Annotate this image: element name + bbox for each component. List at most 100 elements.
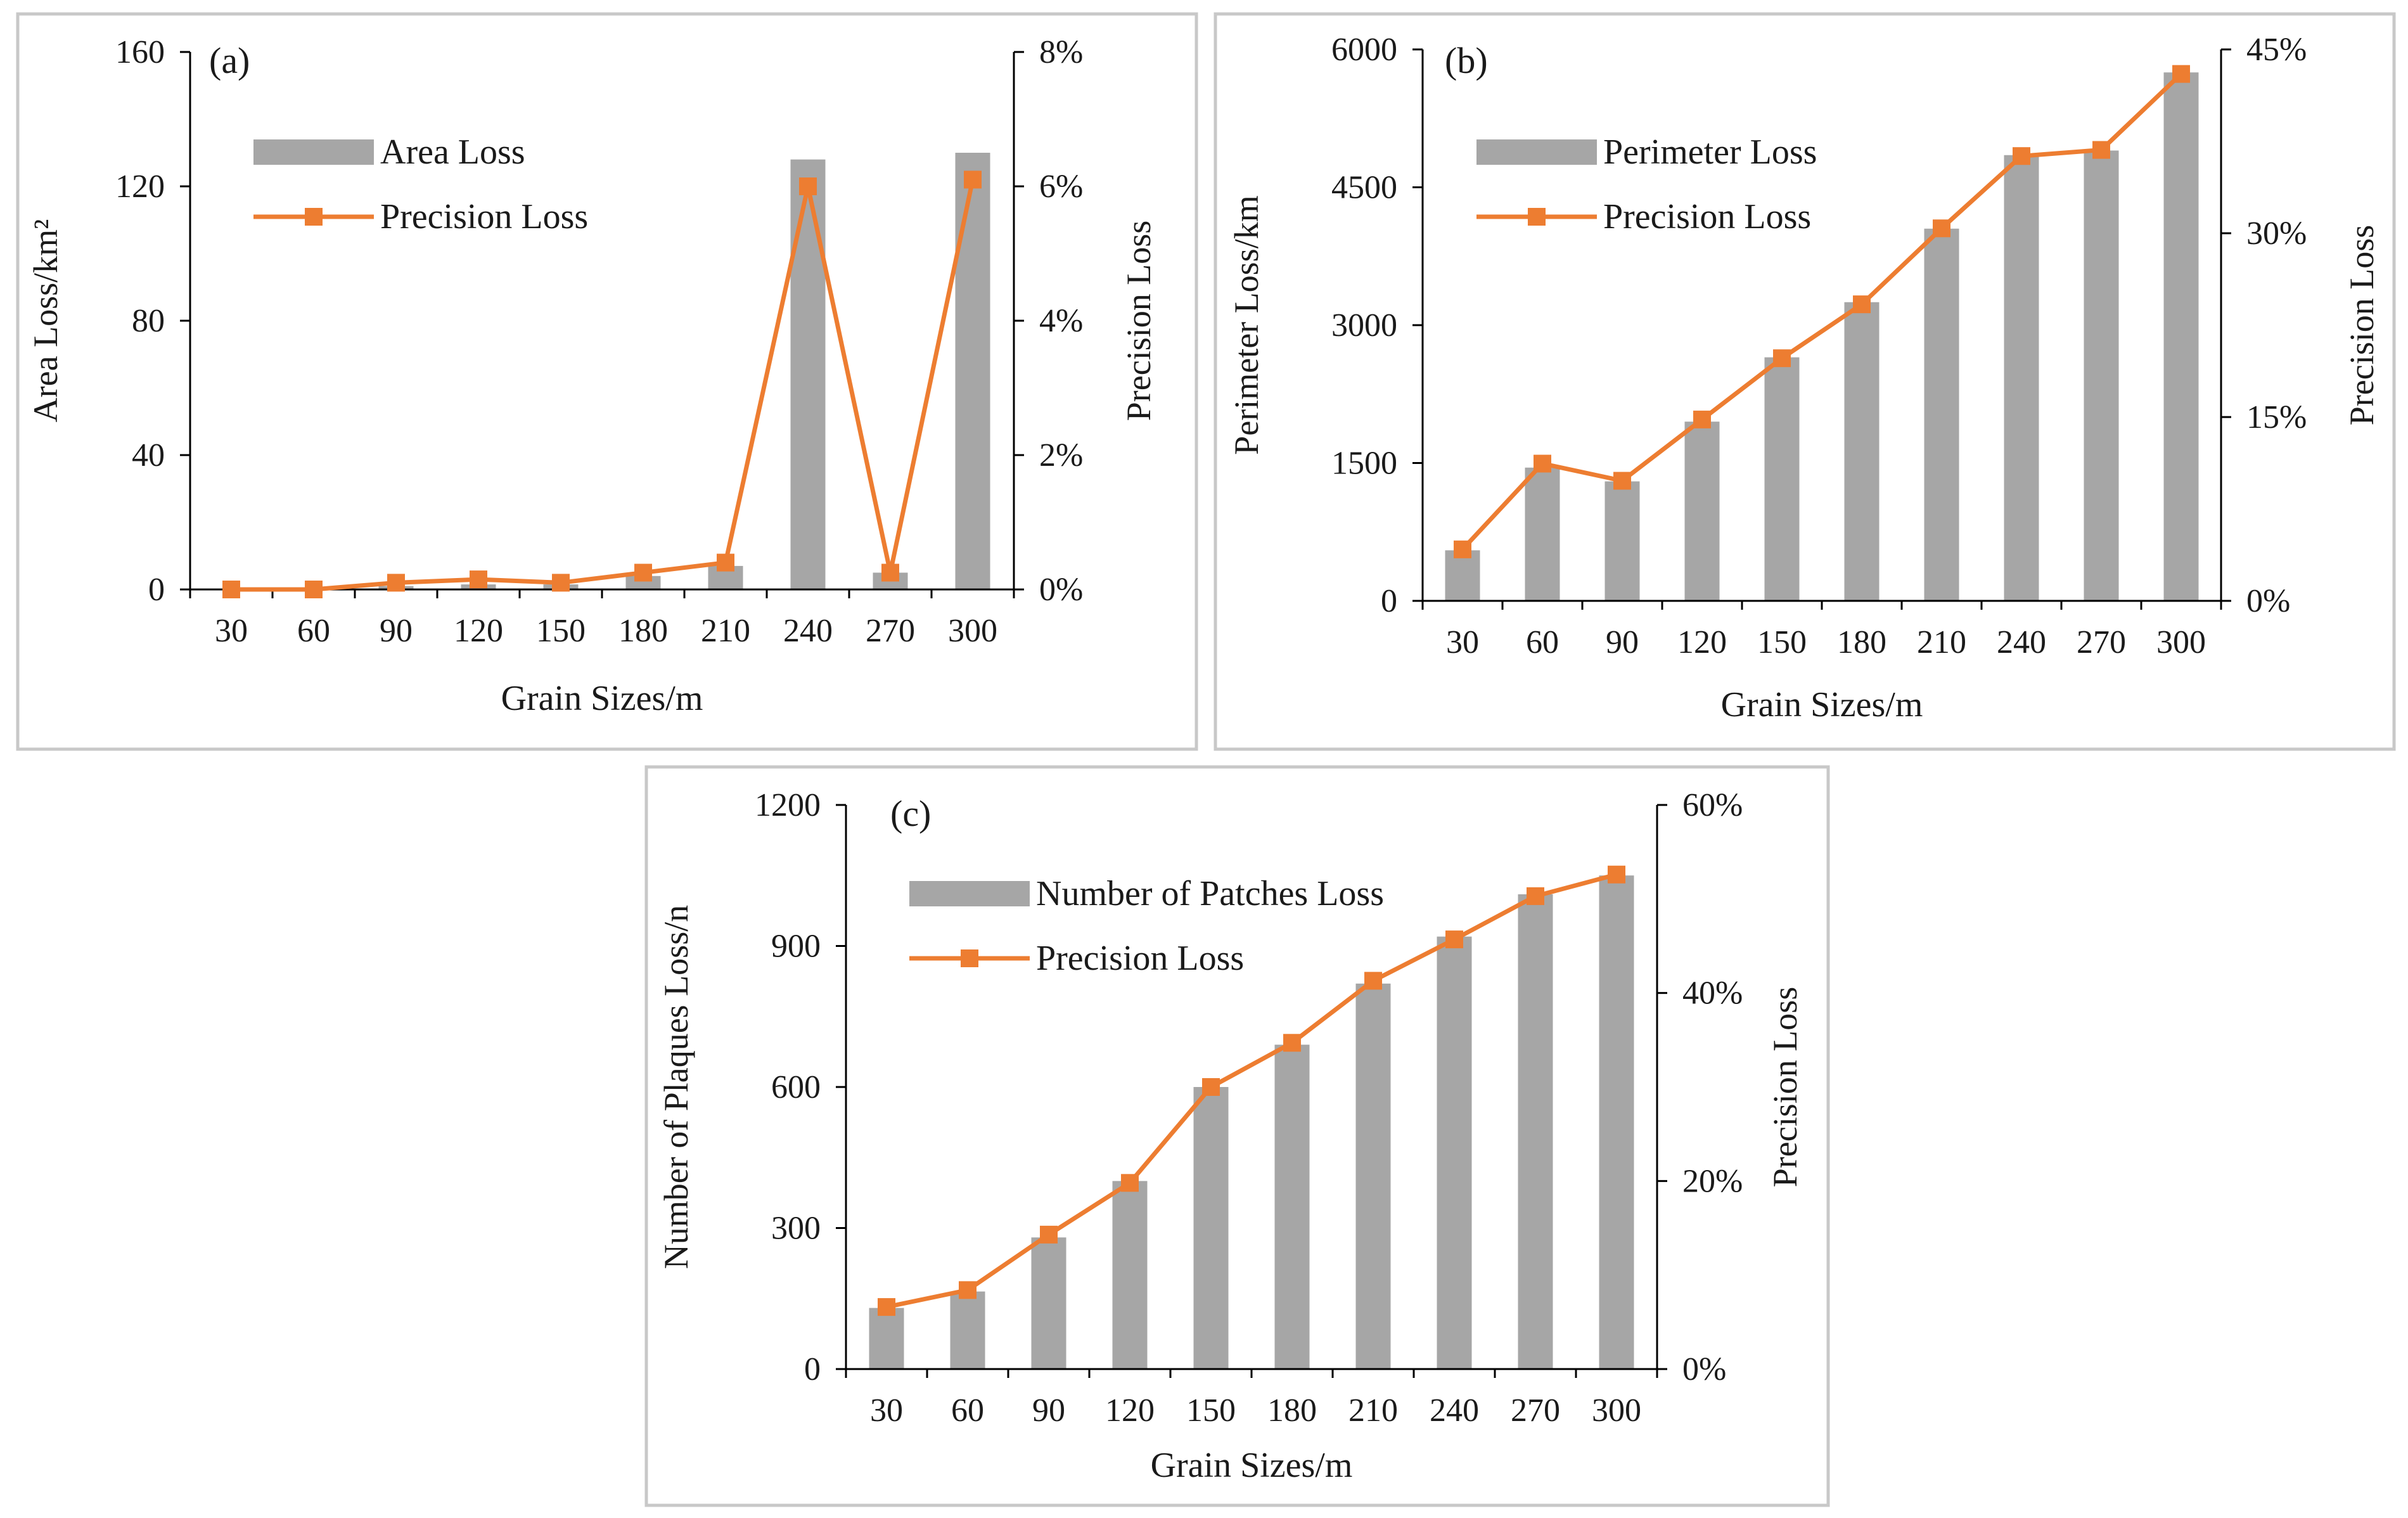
x-tick-label: 120 [454,613,503,649]
bar-300 [1599,875,1634,1369]
x-tick-label: 270 [2077,624,2126,660]
x-tick-label: 150 [536,613,586,649]
y2-tick-label: 4% [1039,303,1083,339]
bar-120 [1112,1181,1148,1369]
x-tick-label: 300 [948,613,997,649]
bar-210 [1924,228,1959,601]
y2-tick-label: 30% [2246,215,2307,252]
bar-270 [2084,150,2119,601]
x-tick-label: 120 [1105,1393,1155,1429]
chart-panel-b: 0 1500 3000 4500 6000 0% 15% 30% 45% 30 60 90 120 150… [1214,12,2396,751]
y-axis-title: Perimeter Loss/km [1227,195,1265,454]
y2-tick-label: 0% [1039,572,1083,608]
chart-panel-a: 0 40 80 120 160 0% 2% 4% 6% 8% 30 60 90 120 150 180 210 2… [16,12,1198,751]
x-axis-title: Grain Sizes/m [501,679,703,718]
x-tick-label: 300 [2156,624,2206,660]
x-tick-label: 90 [380,613,413,649]
chart-panel-c: 0 300 600 900 1200 0% 20% 40% 60% 30 60 90 120 150 180… [644,765,1830,1507]
y-tick-label: 0 [148,572,165,608]
y-tick-label: 600 [771,1069,821,1105]
legend-bar-swatch [253,139,374,165]
x-tick-label: 30 [215,613,248,649]
precision-point-270 [1527,887,1544,905]
bar-270 [1518,894,1553,1369]
precision-point-90 [1613,472,1631,490]
x-tick-label: 30 [870,1393,903,1429]
precision-point-150 [1202,1078,1220,1096]
precision-point-300 [964,170,982,189]
x-tick-label: 300 [1592,1393,1641,1429]
y-tick-label: 40 [132,437,165,473]
legend-line-marker [305,208,323,226]
x-tick-label: 270 [1511,1393,1560,1429]
x-tick-label: 60 [951,1393,984,1429]
bar-240 [1437,936,1472,1369]
x-tick-label: 240 [1430,1393,1479,1429]
y-tick-label: 1200 [755,787,821,823]
precision-point-60 [959,1281,977,1299]
bar-300 [955,153,990,589]
precision-point-270 [881,563,899,582]
legend-bar-swatch [909,881,1030,906]
precision-point-240 [2013,147,2030,165]
y-tick-label: 1500 [1331,446,1397,482]
x-tick-label: 270 [866,613,915,649]
y-tick-label: 0 [804,1351,821,1387]
x-tick-label: 210 [1348,1393,1398,1429]
precision-point-30 [1454,540,1471,558]
bar-120 [1684,421,1720,601]
bar-60 [1525,467,1560,601]
legend-line-label: Precision Loss [1603,197,1811,236]
bar-60 [950,1291,985,1369]
precision-point-300 [2172,65,2190,83]
y2-tick-label: 6% [1039,169,1083,205]
panel-frame [16,12,1198,751]
y-axis-title: Area Loss/km² [27,219,65,423]
precision-point-120 [1693,410,1711,428]
x-tick-label: 150 [1757,624,1807,660]
bar-90 [1031,1237,1066,1369]
y-tick-label: 300 [771,1211,821,1247]
legend-line-marker [1528,208,1546,226]
y-tick-label: 6000 [1331,32,1397,68]
x-tick-label: 180 [1837,624,1886,660]
bar-240 [790,159,826,590]
legend-bar-label: Area Loss [380,132,525,172]
precision-point-210 [1364,972,1382,990]
precision-point-210 [717,553,734,572]
x-tick-label: 240 [783,613,833,649]
y-tick-label: 120 [115,169,165,205]
y-tick-label: 0 [1381,583,1397,619]
precision-point-240 [1445,930,1463,949]
y2-tick-label: 15% [2246,399,2307,435]
legend-bar-label: Number of Patches Loss [1036,874,1384,913]
panel-label: (c) [890,793,931,834]
y-axis-title: Number of Plaques Loss/n [657,905,695,1269]
bar-30 [1445,550,1480,601]
precision-loss-line [1461,72,2183,551]
legend-bar-swatch [1476,139,1597,165]
precision-point-30 [222,581,240,598]
y2-axis-title: Precision Loss [1120,221,1158,421]
bar-90 [1604,481,1640,601]
bar-150 [1764,357,1800,601]
y-tick-label: 160 [115,34,165,70]
precision-point-120 [470,570,487,589]
precision-point-60 [1534,454,1551,473]
precision-point-180 [1853,295,1871,314]
bar-30 [869,1308,904,1369]
x-tick-label: 90 [1606,624,1639,660]
x-tick-label: 60 [1526,624,1559,660]
x-tick-label: 30 [1446,624,1479,660]
bar-210 [1355,983,1391,1369]
precision-loss-line [231,179,975,592]
bar-180 [1274,1045,1310,1369]
y2-tick-label: 2% [1039,437,1083,473]
precision-point-240 [799,177,817,195]
legend-line-label: Precision Loss [380,197,588,236]
y2-tick-label: 60% [1682,787,1743,823]
y2-tick-label: 0% [2246,583,2290,619]
legend-bar-label: Perimeter Loss [1603,132,1817,172]
bar-150 [1193,1087,1229,1369]
